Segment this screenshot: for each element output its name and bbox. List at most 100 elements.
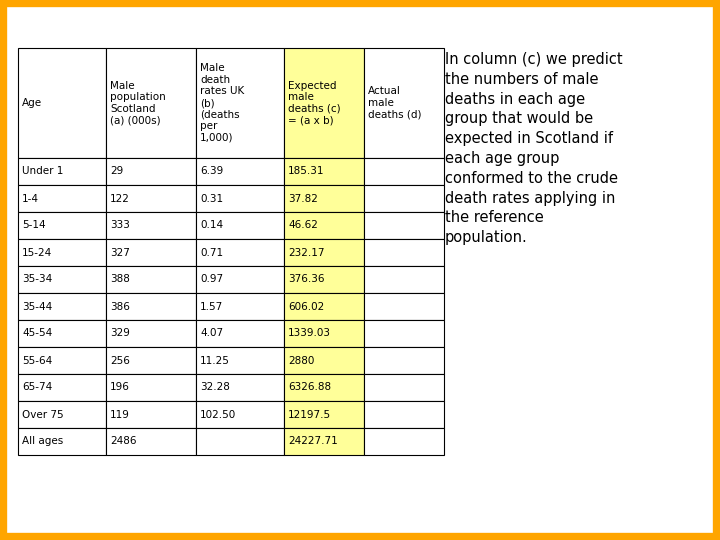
Text: 4.07: 4.07 — [200, 328, 223, 339]
Bar — [364, 320, 444, 347]
Text: 327: 327 — [110, 247, 130, 258]
Text: 329: 329 — [110, 328, 130, 339]
Text: 35-44: 35-44 — [22, 301, 53, 312]
Text: 35-34: 35-34 — [22, 274, 53, 285]
Bar — [364, 374, 444, 401]
Text: 122: 122 — [110, 193, 130, 204]
Bar — [196, 266, 284, 293]
Bar — [106, 158, 196, 185]
Bar — [196, 158, 284, 185]
Text: 45-54: 45-54 — [22, 328, 53, 339]
Text: 388: 388 — [110, 274, 130, 285]
Bar — [196, 293, 284, 320]
Bar — [364, 428, 444, 455]
Bar — [364, 48, 444, 158]
Text: Expected
male
deaths (c)
= (a x b): Expected male deaths (c) = (a x b) — [288, 80, 341, 125]
Bar — [196, 320, 284, 347]
Bar — [284, 320, 364, 347]
Text: 185.31: 185.31 — [288, 166, 325, 177]
Text: 196: 196 — [110, 382, 130, 393]
Bar — [18, 374, 106, 401]
Bar — [106, 266, 196, 293]
Bar — [284, 401, 364, 428]
Text: 119: 119 — [110, 409, 130, 420]
Bar — [106, 401, 196, 428]
Text: 46.62: 46.62 — [288, 220, 318, 231]
Bar — [106, 239, 196, 266]
Bar — [364, 401, 444, 428]
Bar — [18, 266, 106, 293]
Bar — [18, 401, 106, 428]
Text: 1.57: 1.57 — [200, 301, 223, 312]
Text: 65-74: 65-74 — [22, 382, 53, 393]
Bar — [18, 158, 106, 185]
Bar — [364, 347, 444, 374]
Text: 32.28: 32.28 — [200, 382, 230, 393]
Bar — [284, 293, 364, 320]
Bar — [364, 158, 444, 185]
Text: 37.82: 37.82 — [288, 193, 318, 204]
Bar — [364, 239, 444, 266]
Text: 2880: 2880 — [288, 355, 315, 366]
Text: 606.02: 606.02 — [288, 301, 324, 312]
Bar — [106, 428, 196, 455]
Text: In column (c) we predict
the numbers of male
deaths in each age
group that would: In column (c) we predict the numbers of … — [445, 52, 623, 245]
Bar — [196, 48, 284, 158]
Bar — [18, 48, 106, 158]
Bar — [18, 428, 106, 455]
Text: 232.17: 232.17 — [288, 247, 325, 258]
Bar — [106, 347, 196, 374]
Text: Under 1: Under 1 — [22, 166, 63, 177]
Bar — [18, 239, 106, 266]
Bar — [284, 347, 364, 374]
Bar — [364, 185, 444, 212]
Text: 0.71: 0.71 — [200, 247, 223, 258]
Bar — [196, 428, 284, 455]
Bar — [18, 293, 106, 320]
Text: 6.39: 6.39 — [200, 166, 223, 177]
Text: 0.31: 0.31 — [200, 193, 223, 204]
Text: 1-4: 1-4 — [22, 193, 39, 204]
Bar — [106, 212, 196, 239]
Bar — [284, 374, 364, 401]
Bar — [196, 239, 284, 266]
Text: Actual
male
deaths (d): Actual male deaths (d) — [368, 86, 421, 119]
Text: 11.25: 11.25 — [200, 355, 230, 366]
Bar — [196, 212, 284, 239]
Bar — [284, 266, 364, 293]
Bar — [196, 401, 284, 428]
Text: 12197.5: 12197.5 — [288, 409, 331, 420]
Text: 0.97: 0.97 — [200, 274, 223, 285]
Text: 256: 256 — [110, 355, 130, 366]
Bar — [284, 185, 364, 212]
Bar — [284, 48, 364, 158]
Text: 0.14: 0.14 — [200, 220, 223, 231]
Bar — [284, 212, 364, 239]
Bar — [18, 212, 106, 239]
Bar — [106, 185, 196, 212]
Text: All ages: All ages — [22, 436, 63, 447]
Text: 5-14: 5-14 — [22, 220, 45, 231]
Text: 376.36: 376.36 — [288, 274, 325, 285]
Text: 386: 386 — [110, 301, 130, 312]
Bar — [18, 347, 106, 374]
Text: 6326.88: 6326.88 — [288, 382, 331, 393]
Text: Age: Age — [22, 98, 42, 108]
Text: Over 75: Over 75 — [22, 409, 63, 420]
Text: 102.50: 102.50 — [200, 409, 236, 420]
Text: 2486: 2486 — [110, 436, 137, 447]
Bar — [284, 428, 364, 455]
Text: 55-64: 55-64 — [22, 355, 53, 366]
Text: 1339.03: 1339.03 — [288, 328, 331, 339]
Bar — [284, 158, 364, 185]
Bar — [364, 266, 444, 293]
Text: 29: 29 — [110, 166, 123, 177]
Text: Male
death
rates UK
(b)
(deaths
per
1,000): Male death rates UK (b) (deaths per 1,00… — [200, 63, 244, 143]
Bar — [18, 185, 106, 212]
Bar — [284, 239, 364, 266]
Bar — [196, 347, 284, 374]
Bar — [364, 212, 444, 239]
Bar — [196, 185, 284, 212]
Bar — [106, 48, 196, 158]
Bar — [18, 320, 106, 347]
